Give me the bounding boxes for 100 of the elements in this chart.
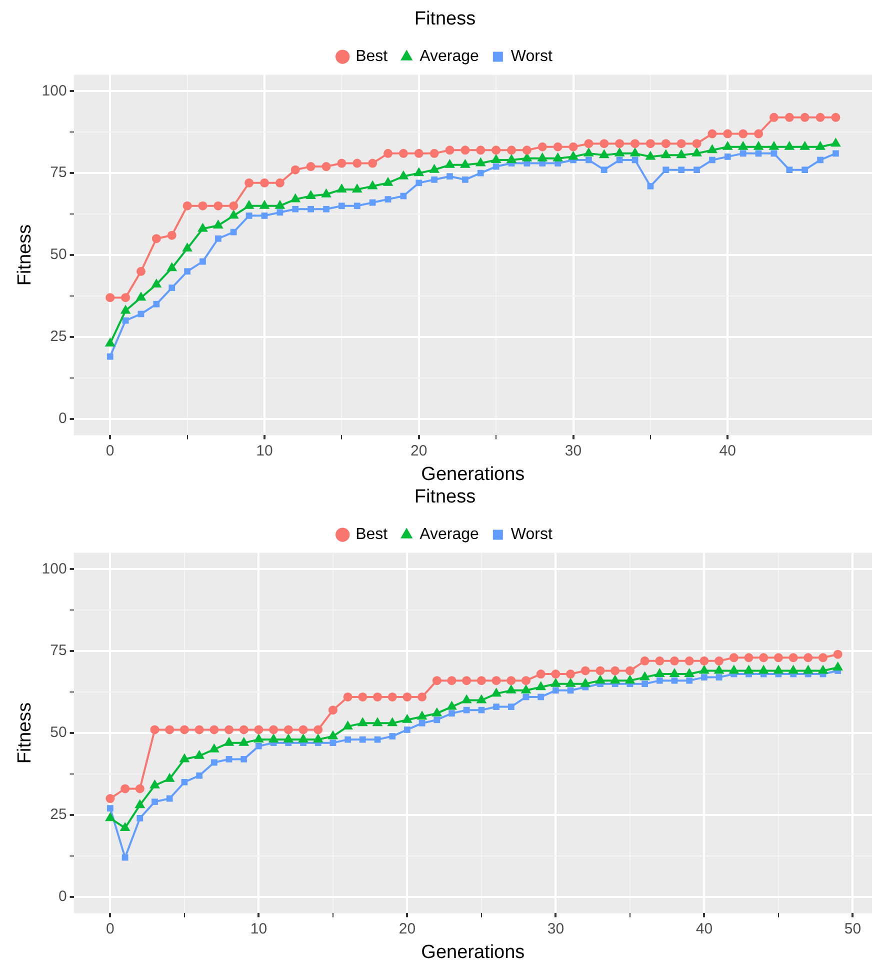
point (676, 139, 686, 148)
point (722, 140, 733, 150)
point (184, 268, 190, 275)
point (740, 150, 746, 157)
point (788, 653, 798, 662)
point (367, 180, 378, 190)
point (699, 664, 710, 674)
point (106, 293, 115, 302)
point (537, 152, 548, 162)
point (610, 674, 620, 684)
point (670, 656, 679, 666)
point (259, 200, 270, 209)
point (508, 704, 514, 710)
point (434, 716, 440, 724)
point (150, 779, 160, 788)
point (600, 139, 609, 148)
point (818, 653, 828, 662)
y-tick-label: 0 (58, 888, 67, 905)
point (728, 664, 740, 674)
point (552, 152, 564, 162)
x-axis-title: Generations (421, 464, 525, 485)
point (600, 166, 608, 173)
legend-label: Average (420, 48, 480, 66)
point (661, 139, 670, 148)
point (709, 156, 716, 164)
point (432, 707, 442, 716)
point (522, 676, 530, 686)
point (256, 742, 262, 750)
point (714, 656, 724, 666)
point (240, 756, 248, 762)
point (269, 725, 278, 734)
point (645, 150, 656, 160)
point (181, 778, 188, 786)
point (596, 666, 605, 676)
point (538, 694, 544, 700)
point (135, 784, 144, 794)
y-tick-label: 100 (42, 560, 67, 578)
legend-label: Worst (510, 526, 553, 544)
point (566, 670, 576, 679)
point (210, 725, 219, 734)
point (150, 725, 160, 734)
point (551, 670, 560, 679)
point (567, 687, 574, 694)
x-tick-label: 50 (844, 920, 862, 938)
point (382, 176, 394, 186)
x-tick-label: 0 (106, 442, 114, 460)
point (630, 139, 640, 148)
point (230, 228, 237, 236)
point (492, 676, 501, 686)
y-axis-title: Fitness (14, 702, 36, 764)
point (106, 353, 114, 360)
point (418, 720, 426, 726)
point (290, 193, 301, 202)
point (194, 725, 204, 734)
point (598, 149, 610, 158)
point (214, 235, 222, 242)
point (306, 162, 316, 172)
point (244, 200, 254, 209)
point (387, 717, 398, 726)
point (816, 112, 825, 122)
point (298, 725, 308, 734)
y-tick-label: 50 (50, 724, 67, 742)
point (448, 710, 455, 717)
point (477, 170, 484, 176)
point (120, 822, 130, 832)
point (446, 173, 453, 180)
point (402, 692, 412, 702)
point (105, 812, 116, 822)
point (788, 664, 798, 674)
point (136, 815, 144, 822)
point (676, 149, 687, 158)
point (352, 158, 362, 168)
point (198, 201, 208, 210)
point (655, 656, 664, 666)
point (700, 656, 709, 666)
point (292, 206, 299, 212)
point (373, 692, 382, 702)
point (738, 129, 748, 138)
point (538, 142, 547, 152)
point (228, 210, 239, 219)
point (284, 725, 293, 734)
point (506, 676, 516, 686)
point (416, 180, 422, 186)
point (274, 200, 286, 209)
point (416, 710, 428, 720)
point (678, 166, 685, 173)
point (462, 676, 472, 686)
point (831, 112, 840, 122)
point (167, 230, 176, 240)
x-tick-label: 0 (106, 920, 114, 938)
point (168, 284, 176, 291)
point (716, 674, 722, 680)
point (550, 678, 561, 687)
point (226, 756, 232, 762)
point (323, 206, 330, 212)
point (723, 129, 732, 138)
point (445, 146, 454, 155)
point (229, 201, 238, 210)
point (476, 146, 486, 155)
point (446, 700, 457, 710)
